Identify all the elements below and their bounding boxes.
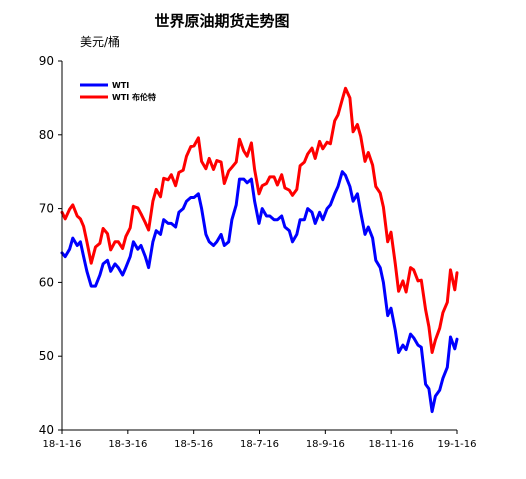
x-tick-label: 18-1-16	[42, 439, 81, 450]
y-tick-label: 60	[39, 275, 54, 289]
y-axis-unit-label: 美元/桶	[80, 34, 120, 49]
x-axis-ticks: 18-1-16 18-3-16 18-5-16 18-7-16 18-9-16 18-11…	[42, 430, 477, 450]
legend: WTI WTI 布伦特	[80, 81, 156, 102]
series-layer	[60, 86, 459, 414]
series-line	[60, 170, 459, 414]
x-tick-label: 18-9-16	[306, 439, 345, 450]
x-tick-label: 18-5-16	[174, 439, 213, 450]
series-line	[60, 86, 459, 354]
y-tick-label: 90	[39, 54, 54, 68]
x-tick-label: 19-1-16	[437, 439, 476, 450]
y-axis-ticks: 40 50 60 70 80 90	[39, 54, 62, 437]
legend-label: WTI	[112, 81, 129, 90]
y-tick-label: 80	[39, 128, 54, 142]
y-tick-label: 40	[39, 423, 54, 437]
x-tick-label: 18-3-16	[108, 439, 147, 450]
y-tick-label: 70	[39, 202, 54, 216]
x-tick-label: 18-7-16	[240, 439, 279, 450]
y-tick-label: 50	[39, 349, 54, 363]
chart-title: 世界原油期货走势图	[154, 12, 289, 30]
x-tick-label: 18-11-16	[368, 439, 413, 450]
legend-label: WTI 布伦特	[112, 92, 156, 102]
